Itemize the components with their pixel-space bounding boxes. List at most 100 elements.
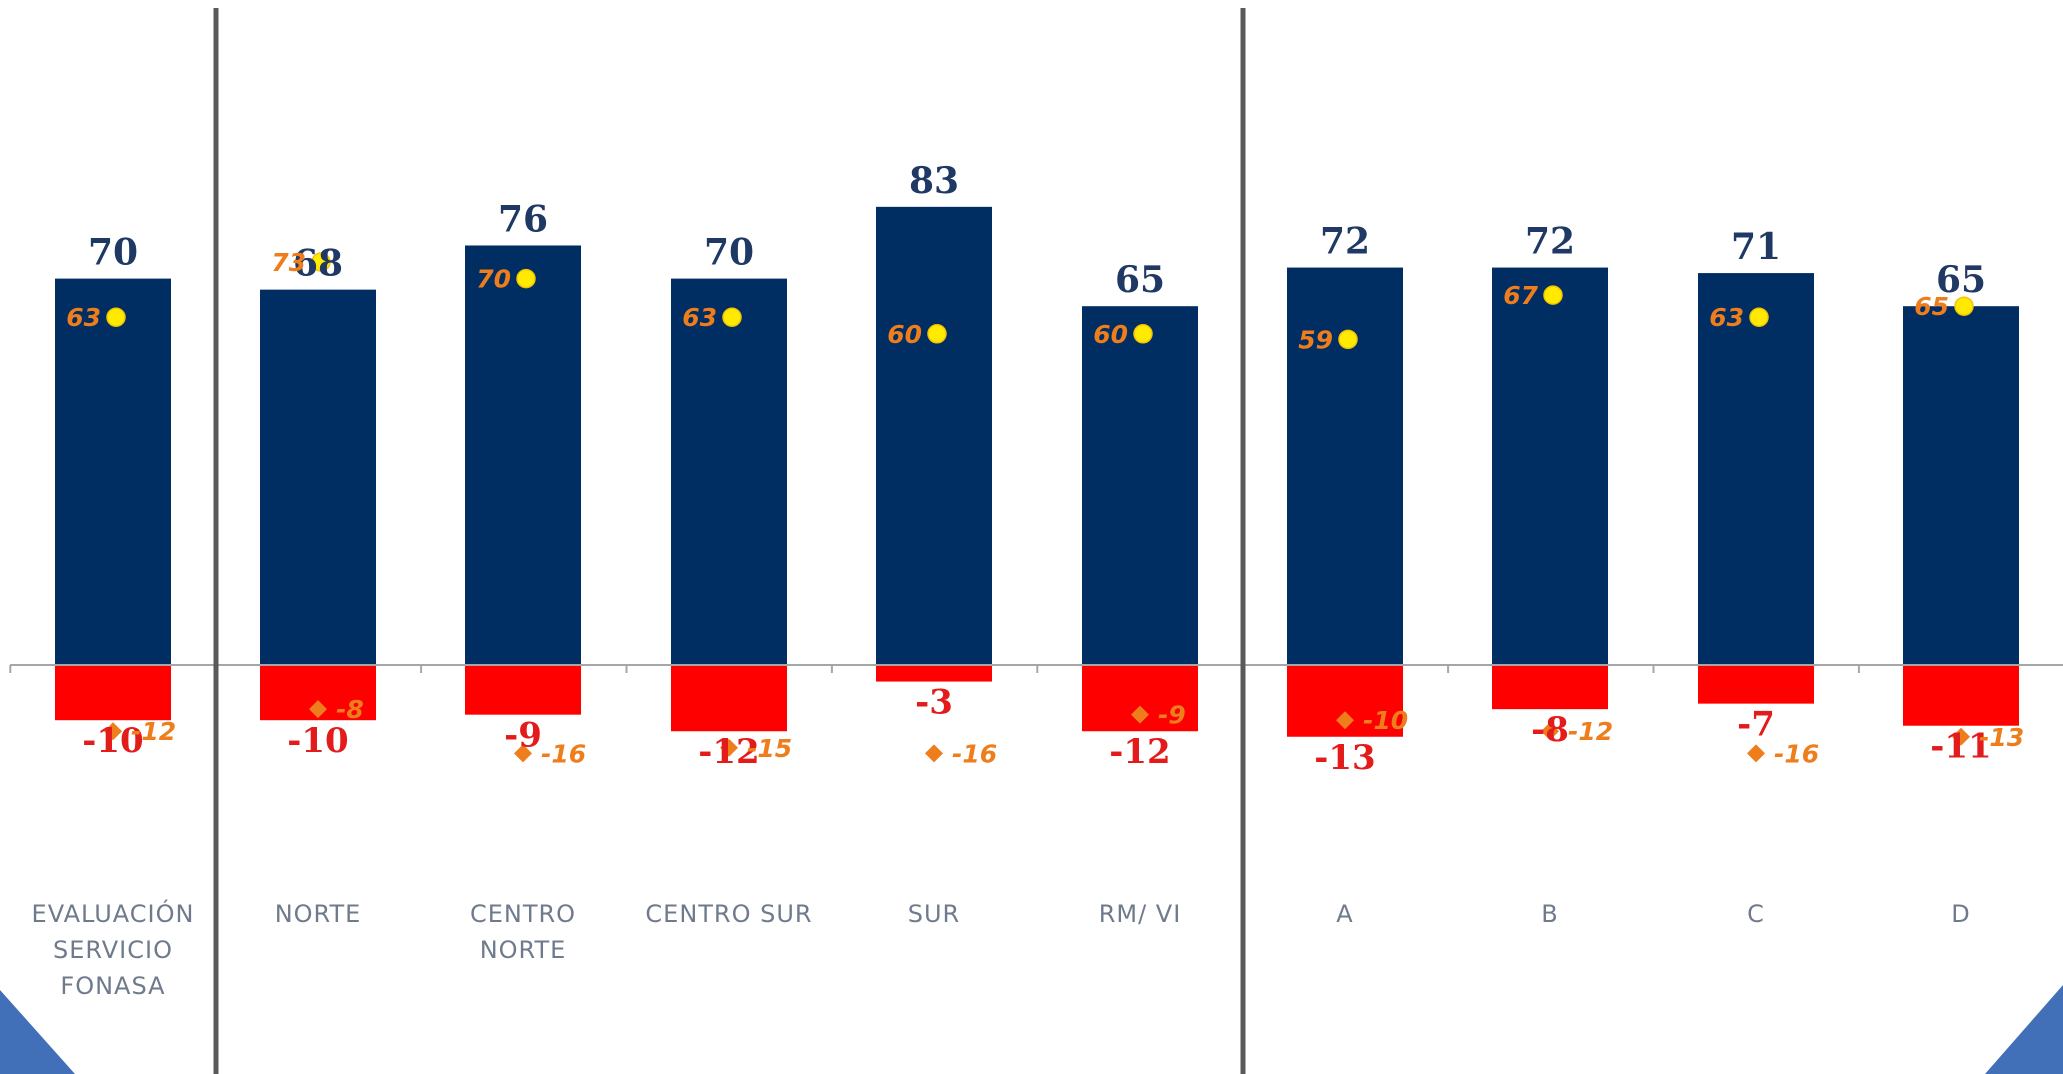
category-label: NORTE (275, 900, 362, 928)
category-label-line: CENTRO (470, 900, 576, 928)
bar-positive (55, 278, 171, 665)
benchmark-dot-label: 60 (887, 320, 922, 349)
category-label: B (1541, 900, 1558, 928)
benchmark-dot (1954, 296, 1974, 316)
value-label-positive: 83 (909, 160, 959, 202)
benchmark-diamond-label: -9 (1158, 701, 1186, 730)
benchmark-diamond-label: -16 (1774, 739, 1819, 768)
corner-decoration-right (1985, 985, 2063, 1074)
value-label-positive: 70 (88, 232, 138, 274)
value-label-negative: -10 (82, 721, 143, 761)
benchmark-diamond (1336, 711, 1354, 730)
value-label-negative: -7 (1737, 705, 1775, 745)
benchmark-diamond (104, 722, 122, 741)
bar-positive (465, 245, 581, 666)
corner-decoration-left (0, 990, 75, 1074)
bar-negative (1492, 665, 1608, 710)
benchmark-diamond (1541, 722, 1559, 741)
category-label: CENTRO NORTE (470, 900, 576, 964)
benchmark-dot (1749, 307, 1769, 327)
value-label-positive: 65 (1936, 259, 1986, 301)
benchmark-dot-label: 63 (1709, 303, 1744, 332)
value-label-negative: -11 (1930, 727, 1991, 767)
bar-positive (876, 206, 992, 665)
category-label-line: NORTE (480, 936, 567, 964)
category-label: C (1747, 900, 1765, 928)
benchmark-dot-label: 67 (1503, 281, 1538, 310)
benchmark-dot-label: 63 (66, 303, 101, 332)
value-label-negative: -13 (1314, 738, 1375, 778)
benchmark-diamond-label: -8 (336, 695, 364, 724)
benchmark-dot (1543, 285, 1563, 305)
value-label-negative: -8 (1531, 710, 1569, 750)
benchmark-dot (1133, 324, 1153, 344)
benchmark-dot-label: 63 (682, 303, 717, 332)
bar-positive (1492, 267, 1608, 665)
category-label-line: B (1541, 900, 1558, 928)
benchmark-diamond-label: -13 (1979, 723, 2024, 752)
category-label: D (1951, 900, 1970, 928)
benchmark-dot (927, 324, 947, 344)
bar-positive (1903, 306, 2019, 665)
bar-negative (55, 665, 171, 721)
benchmark-dot (311, 252, 331, 272)
benchmark-dot-label: 73 (271, 248, 306, 277)
bar-positive (260, 289, 376, 665)
category-label-line: CENTRO SUR (645, 900, 812, 928)
bar-negative (1903, 665, 2019, 726)
bar-positive (1082, 306, 1198, 665)
value-label-negative: -9 (504, 716, 542, 756)
category-label: SUR (908, 900, 960, 928)
value-label-positive: 72 (1525, 221, 1575, 263)
bar-positive (1698, 273, 1814, 665)
value-label-negative: -12 (1109, 732, 1170, 772)
benchmark-diamond (1131, 705, 1149, 724)
category-label-line: EVALUACIÓN (32, 898, 195, 928)
benchmark-diamond-label: -16 (952, 739, 997, 768)
category-label: RM/ VI (1099, 900, 1182, 928)
benchmark-dot (106, 307, 126, 327)
value-label-positive: 72 (1320, 221, 1370, 263)
value-label-negative: -3 (915, 683, 953, 723)
value-label-negative: -10 (287, 721, 348, 761)
category-label-line: A (1336, 900, 1353, 928)
benchmark-diamond-label: -12 (131, 717, 176, 746)
value-label-positive: 76 (498, 198, 548, 240)
category-label-line: RM/ VI (1099, 900, 1182, 928)
benchmark-diamond (309, 700, 327, 719)
category-label: A (1336, 900, 1353, 928)
benchmark-diamond-label: -16 (541, 739, 586, 768)
category-label-line: NORTE (275, 900, 362, 928)
benchmark-diamond (925, 744, 943, 763)
value-label-positive: 68 (293, 243, 343, 285)
category-label-line: C (1747, 900, 1765, 928)
value-label-positive: 65 (1115, 259, 1165, 301)
bar-negative (1698, 665, 1814, 704)
benchmark-diamond-label: -12 (1568, 717, 1613, 746)
benchmark-diamond (720, 738, 738, 757)
benchmark-dot (516, 268, 536, 289)
benchmark-dot-label: 60 (1093, 320, 1128, 349)
bar-negative (671, 665, 787, 732)
bar-positive (671, 278, 787, 665)
value-label-positive: 71 (1731, 226, 1781, 268)
value-label-positive: 70 (704, 232, 754, 274)
value-label-negative: -12 (698, 732, 759, 772)
benchmark-dot (722, 307, 742, 327)
benchmark-dot (1338, 329, 1358, 350)
benchmark-diamond (1952, 727, 1970, 746)
bar-negative (465, 665, 581, 715)
benchmark-dot-label: 70 (476, 265, 511, 294)
benchmark-diamond (1747, 744, 1765, 763)
benchmark-diamond-label: -10 (1363, 706, 1408, 735)
benchmark-dot-label: 65 (1914, 292, 1949, 321)
category-label-line: SUR (908, 900, 960, 928)
category-label: CENTRO SUR (645, 900, 812, 928)
benchmark-dot-label: 59 (1298, 325, 1333, 354)
bar-negative (876, 665, 992, 682)
category-label: EVALUACIÓN SERVICIO FONASA (32, 898, 195, 1000)
category-label-line: SERVICIO (53, 936, 173, 964)
category-label-line: FONASA (60, 972, 165, 1000)
category-label-line: D (1951, 900, 1970, 928)
